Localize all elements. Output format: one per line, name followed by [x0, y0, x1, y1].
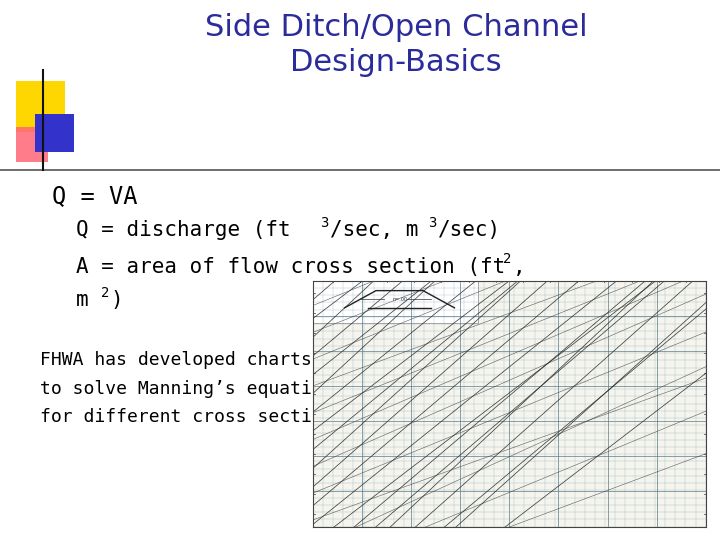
Text: m: m	[76, 290, 89, 310]
Text: ,: ,	[513, 256, 526, 276]
Text: Q = VA: Q = VA	[52, 184, 138, 207]
Text: 2: 2	[101, 286, 109, 300]
Text: 3: 3	[428, 216, 436, 230]
Text: n=.00: n=.00	[392, 296, 407, 302]
Text: 2: 2	[503, 252, 511, 266]
Bar	[16, 127, 48, 162]
Bar	[16, 81, 65, 132]
Bar	[35, 114, 74, 152]
Bar	[313, 281, 478, 322]
Text: /sec): /sec)	[438, 220, 501, 240]
Text: FHWA has developed charts
to solve Manning’s equation
for different cross sectio: FHWA has developed charts to solve Manni…	[40, 351, 344, 426]
Text: A = area of flow cross section (ft: A = area of flow cross section (ft	[76, 256, 505, 276]
Text: /sec, m: /sec, m	[330, 220, 418, 240]
Text: Side Ditch/Open Channel
Design-Basics: Side Ditch/Open Channel Design-Basics	[204, 14, 588, 77]
Text: Q = discharge (ft: Q = discharge (ft	[76, 220, 290, 240]
Text: 3: 3	[320, 216, 328, 230]
Text: ): )	[111, 290, 124, 310]
Text: Figure 11.6...: Figure 11.6...	[495, 523, 535, 528]
